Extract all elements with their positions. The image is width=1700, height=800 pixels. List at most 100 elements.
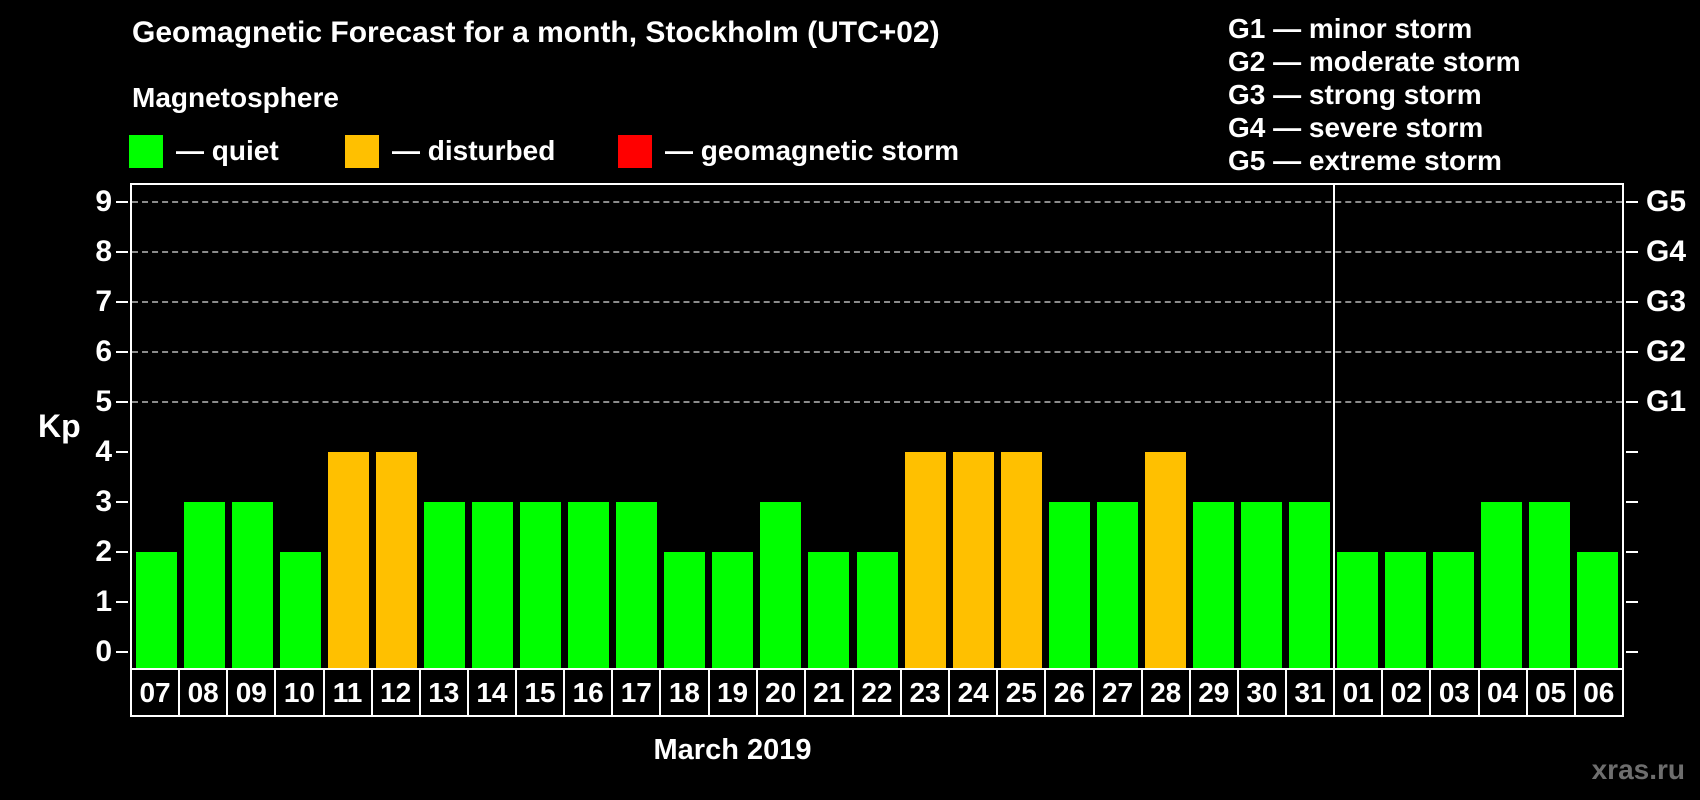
gridline-kp9: [132, 201, 1622, 203]
gridline-kp7: [132, 301, 1622, 303]
gridline-kp8: [132, 251, 1622, 253]
y-axis-tick-5: [116, 401, 128, 403]
day-label-23: 23: [902, 668, 951, 717]
right-axis-tick-1: [1626, 601, 1638, 603]
bar-day-28: [1144, 452, 1186, 668]
y-axis-tick-4: [116, 451, 128, 453]
x-axis-title: March 2019: [653, 734, 812, 766]
bar-day-04: [1481, 502, 1523, 668]
day-label-07: 07: [130, 668, 181, 717]
bar-day-25: [1000, 452, 1042, 668]
storm-swatch: [618, 134, 652, 168]
bar-day-18: [664, 552, 706, 668]
bar-day-26: [1048, 502, 1090, 668]
bar-day-23: [904, 452, 946, 668]
right-axis-tick-3: [1626, 501, 1638, 503]
g-legend-line-5: G5 — extreme storm: [1228, 145, 1502, 176]
bar-day-20: [760, 502, 802, 668]
right-axis-label-g3: G3: [1646, 285, 1687, 318]
day-label-03: 03: [1431, 668, 1480, 717]
legend-label-storm: — geomagnetic storm: [665, 135, 960, 166]
bar-day-08: [183, 502, 225, 668]
y-axis-tick-6: [116, 351, 128, 353]
bar-day-31: [1289, 502, 1331, 668]
y-axis-tick-2: [116, 551, 128, 553]
legend-item-disturbed: — disturbed: [345, 132, 555, 170]
day-label-29: 29: [1190, 668, 1239, 717]
x-axis-day-labels: 07 08 09 10 11 12 13 14 15 16 17 18 19 20 21 22 23 24 25 26…: [130, 668, 1624, 717]
bar-day-16: [568, 502, 610, 668]
bar-day-21: [808, 552, 850, 668]
bar-day-24: [952, 452, 994, 668]
legend-label-disturbed: — disturbed: [392, 135, 556, 166]
bar-day-03: [1433, 552, 1475, 668]
disturbed-swatch: [345, 134, 379, 168]
y-tick-label-5: 5: [95, 385, 112, 418]
plot-area: 0 1 2 3 4 5 6 7 8 9 G1 G2 G3 G4 G5: [95, 183, 1686, 668]
day-label-06: 06: [1575, 668, 1624, 717]
month-separator-line: [1332, 185, 1335, 668]
bar-day-06: [1577, 552, 1619, 668]
y-axis-tick-9: [116, 201, 128, 203]
g-legend-line-1: G1 — minor storm: [1228, 13, 1473, 44]
day-label-30: 30: [1238, 668, 1287, 717]
y-tick-label-2: 2: [95, 535, 112, 568]
bar-day-30: [1241, 502, 1283, 668]
bar-day-11: [327, 452, 369, 668]
bar-day-02: [1385, 552, 1427, 668]
day-label-18: 18: [661, 668, 710, 717]
bar-day-05: [1529, 502, 1571, 668]
day-label-19: 19: [709, 668, 758, 717]
legend-item-storm: — geomagnetic storm: [618, 132, 959, 170]
day-label-24: 24: [950, 668, 999, 717]
bar-day-07: [135, 552, 177, 668]
y-axis-tick-1: [116, 601, 128, 603]
right-axis-tick-5: [1626, 401, 1638, 403]
right-axis-tick-4: [1626, 451, 1638, 453]
right-axis-label-g2: G2: [1646, 335, 1687, 368]
gridline-kp6: [132, 351, 1622, 353]
chart-title: Geomagnetic Forecast for a month, Stockh…: [132, 16, 940, 49]
day-label-17: 17: [613, 668, 662, 717]
bar-day-27: [1096, 502, 1138, 668]
watermark: xras.ru: [1591, 754, 1685, 785]
bar-day-01: [1337, 552, 1379, 668]
day-label-22: 22: [853, 668, 902, 717]
legend-label-quiet: — quiet: [176, 135, 279, 166]
right-axis-label-g5: G5: [1646, 185, 1687, 218]
day-label-14: 14: [468, 668, 517, 717]
bar-day-14: [471, 502, 513, 668]
bar-day-29: [1192, 502, 1234, 668]
chart-subtitle: Magnetosphere: [132, 82, 339, 113]
bar-day-10: [279, 552, 321, 668]
day-label-26: 26: [1046, 668, 1095, 717]
bar-day-09: [231, 502, 273, 668]
day-label-01: 01: [1335, 668, 1384, 717]
y-axis-tick-3: [116, 501, 128, 503]
y-tick-label-4: 4: [95, 435, 112, 468]
day-label-02: 02: [1383, 668, 1432, 717]
bar-day-12: [375, 452, 417, 668]
y-axis-tick-0: [116, 651, 128, 653]
day-label-04: 04: [1479, 668, 1528, 717]
day-label-15: 15: [517, 668, 566, 717]
quiet-swatch: [129, 134, 163, 168]
day-label-28: 28: [1142, 668, 1191, 717]
y-tick-label-8: 8: [95, 235, 112, 268]
right-axis-tick-0: [1626, 651, 1638, 653]
right-axis-tick-6: [1626, 351, 1638, 353]
day-label-09: 09: [228, 668, 277, 717]
right-axis-tick-8: [1626, 251, 1638, 253]
y-axis-tick-8: [116, 251, 128, 253]
y-tick-label-3: 3: [95, 485, 112, 518]
legend-item-quiet: — quiet: [129, 132, 279, 170]
right-axis-label-g1: G1: [1646, 385, 1687, 418]
right-axis-tick-7: [1626, 301, 1638, 303]
right-axis-tick-2: [1626, 551, 1638, 553]
bar-day-19: [712, 552, 754, 668]
day-label-16: 16: [565, 668, 614, 717]
g-legend-line-4: G4 — severe storm: [1228, 112, 1484, 143]
day-label-05: 05: [1527, 668, 1576, 717]
g-legend-line-3: G3 — strong storm: [1228, 79, 1482, 110]
y-tick-label-1: 1: [95, 585, 112, 618]
